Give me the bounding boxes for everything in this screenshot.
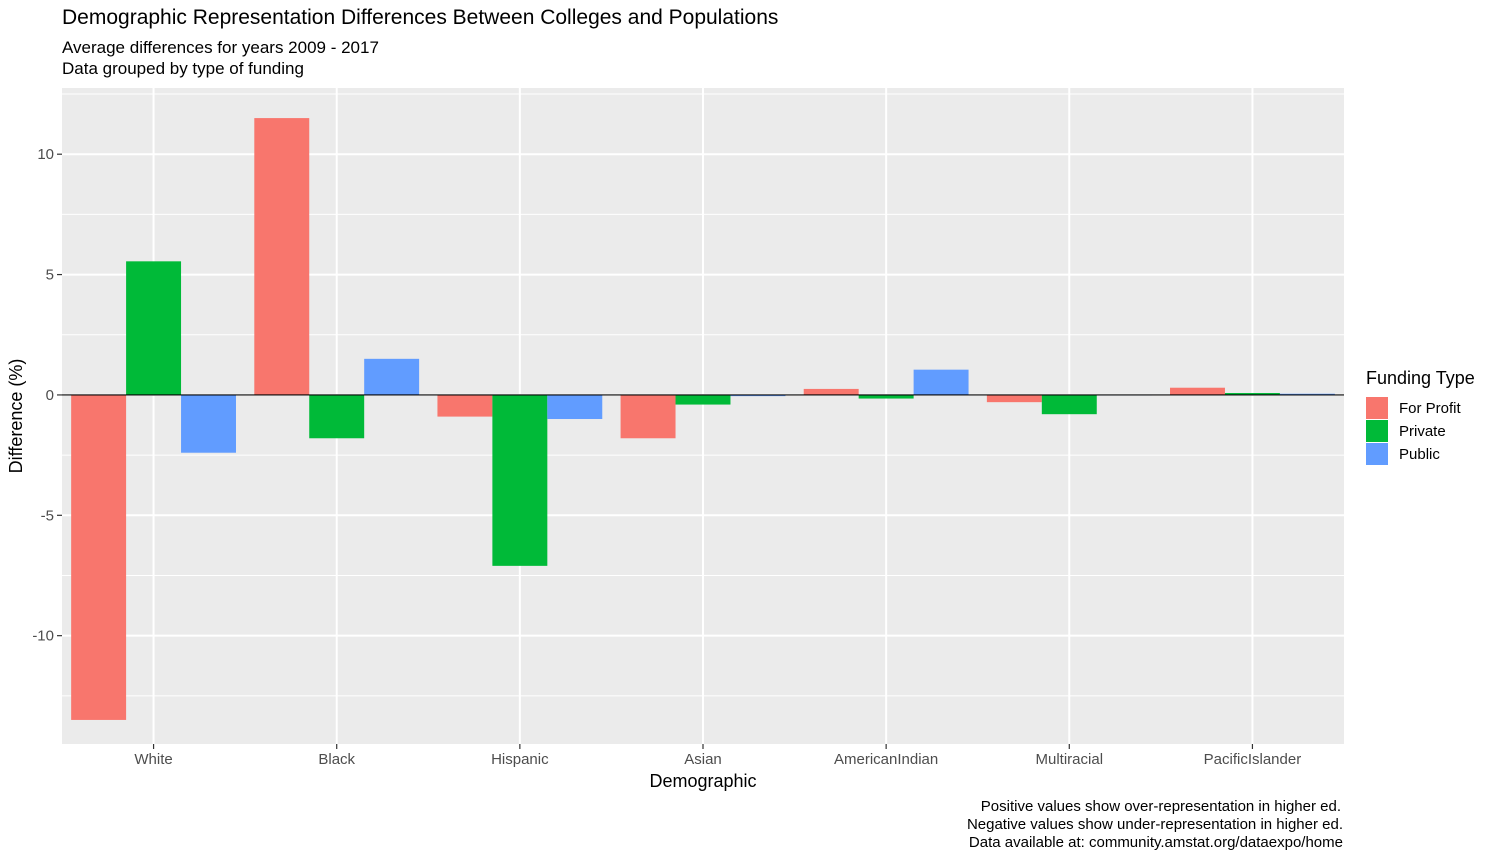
bar-hispanic-public — [547, 394, 603, 420]
legend-title: Funding Type — [1366, 368, 1475, 388]
bar-americanindian-public — [913, 369, 969, 395]
legend-label: Public — [1399, 446, 1440, 463]
bar-americanindian-private — [858, 394, 914, 399]
legend-key-for-profit — [1366, 397, 1388, 419]
bar-black-public — [364, 358, 420, 395]
bar-asian-public — [730, 394, 786, 397]
bars — [71, 118, 1335, 720]
legend-label: Private — [1399, 423, 1446, 440]
bar-black-for-profit — [254, 118, 310, 395]
x-tick-label: AmericanIndian — [834, 751, 938, 768]
x-axis: White Black Hispanic Asian AmericanIndian Mul… — [134, 744, 1301, 768]
bar-white-private — [126, 261, 182, 395]
caption-line-1: Positive values show over-representation… — [981, 798, 1341, 815]
chart-title: Demographic Representation Differences B… — [62, 6, 778, 29]
legend-key-private — [1366, 420, 1388, 442]
y-axis-title: Difference (%) — [6, 359, 26, 474]
chart-subtitle-line-2: Data grouped by type of funding — [62, 59, 304, 78]
x-tick-label: Asian — [684, 751, 722, 768]
bar-multiracial-for-profit — [986, 394, 1042, 403]
bar-pacificislander-for-profit — [1170, 387, 1225, 395]
bar-hispanic-for-profit — [437, 394, 493, 417]
x-tick-label: PacificIslander — [1204, 751, 1302, 768]
bar-hispanic-private — [492, 394, 548, 566]
x-axis-title: Demographic — [649, 771, 756, 791]
bar-white-public — [181, 394, 236, 453]
x-tick-label: White — [134, 751, 172, 768]
bar-multiracial-private — [1041, 394, 1097, 415]
bar-asian-private — [675, 394, 731, 405]
x-tick-label: Black — [318, 751, 355, 768]
y-tick-label: 5 — [46, 267, 54, 284]
y-tick-label: 0 — [46, 387, 54, 404]
bar-white-for-profit — [71, 394, 127, 720]
bar-americanindian-for-profit — [803, 388, 859, 395]
y-tick-label: -10 — [32, 628, 54, 645]
bar-pacificislander-public — [1279, 393, 1335, 395]
y-axis: -10 -5 0 5 10 — [32, 146, 62, 645]
legend-label: For Profit — [1399, 400, 1462, 417]
bar-black-private — [309, 394, 365, 439]
x-tick-label: Hispanic — [491, 751, 549, 768]
caption-line-3: Data available at: community.amstat.org/… — [969, 834, 1343, 851]
chart-subtitle-line-1: Average differences for years 2009 - 201… — [62, 38, 379, 57]
x-tick-label: Multiracial — [1036, 751, 1104, 768]
bar-asian-for-profit — [620, 394, 676, 439]
caption-line-2: Negative values show under-representatio… — [967, 816, 1343, 833]
legend: Funding Type For Profit Private Public — [1366, 368, 1475, 465]
y-tick-label: -5 — [41, 507, 54, 524]
bar-pacificislander-private — [1224, 393, 1280, 395]
y-tick-label: 10 — [37, 146, 54, 163]
legend-key-public — [1366, 443, 1388, 465]
